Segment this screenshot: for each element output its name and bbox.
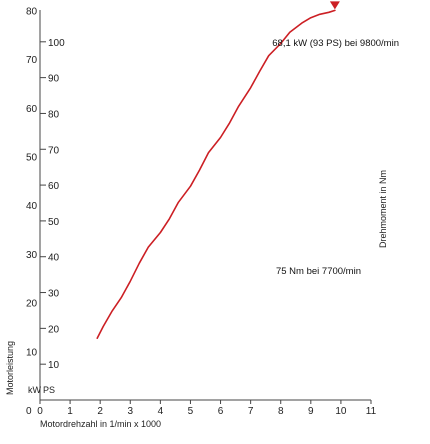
x-tick-label: 4: [158, 406, 164, 417]
x-tick-label: 8: [278, 406, 284, 417]
kw-tick-label: 50: [26, 153, 38, 164]
x-tick-label: 2: [97, 406, 103, 417]
kw-tick-label: 30: [26, 250, 38, 261]
ps-tick-label: 20: [48, 324, 60, 335]
x-tick-label: 7: [248, 406, 254, 417]
power-peak-annotation: 68,1 kW (93 PS) bei 9800/min: [272, 38, 399, 49]
right-axis-label: Drehmoment in Nm: [378, 170, 388, 248]
axes-layer: [39, 10, 372, 404]
ps-tick-label: 80: [48, 109, 60, 120]
power-peak-marker: [329, 1, 340, 10]
x-axis-label: Motordrehzahl in 1/min x 1000: [40, 419, 161, 429]
kw-tick-label: 10: [26, 347, 38, 358]
kw-tick-label: 70: [26, 55, 38, 66]
ps-tick-label: 50: [48, 217, 60, 228]
x-tick-label: 0: [37, 406, 43, 417]
x-tick-label: 10: [335, 406, 347, 417]
ps-tick-label: 10: [48, 360, 60, 371]
unit-ps-label: PS: [43, 385, 55, 395]
torque-peak-annotation: 75 Nm bei 7700/min: [276, 266, 361, 277]
kw-tick-label: 0: [26, 406, 32, 417]
left-axis-label: Motorleistung: [5, 341, 15, 395]
ps-tick-label: 100: [48, 38, 65, 49]
kw-tick-label: 20: [26, 299, 38, 310]
x-tick-label: 1: [67, 406, 73, 417]
kw-tick-label: 60: [26, 104, 38, 115]
x-tick-label: 11: [366, 406, 377, 417]
ps-tick-label: 70: [48, 145, 60, 156]
power-curve: [96, 9, 336, 340]
ps-tick-label: 30: [48, 289, 60, 300]
x-tick-label: 3: [127, 406, 133, 417]
ps-tick-label: 90: [48, 74, 60, 85]
x-tick-label: 5: [188, 406, 194, 417]
series-layer: [96, 1, 340, 340]
kw-tick-label: 80: [26, 6, 38, 17]
kw-tick-label: 40: [26, 201, 38, 212]
unit-kw-label: kW: [28, 385, 42, 395]
ps-tick-label: 60: [48, 181, 60, 192]
x-tick-label: 9: [308, 406, 314, 417]
ps-tick-label: 40: [48, 253, 60, 264]
tick-labels: 0 1 2 3 4 5 6 7 8 9 10 11 10 20 30 40 50 60 70 80 0 10 20 30 40 5…: [26, 6, 377, 417]
x-tick-label: 6: [218, 406, 224, 417]
